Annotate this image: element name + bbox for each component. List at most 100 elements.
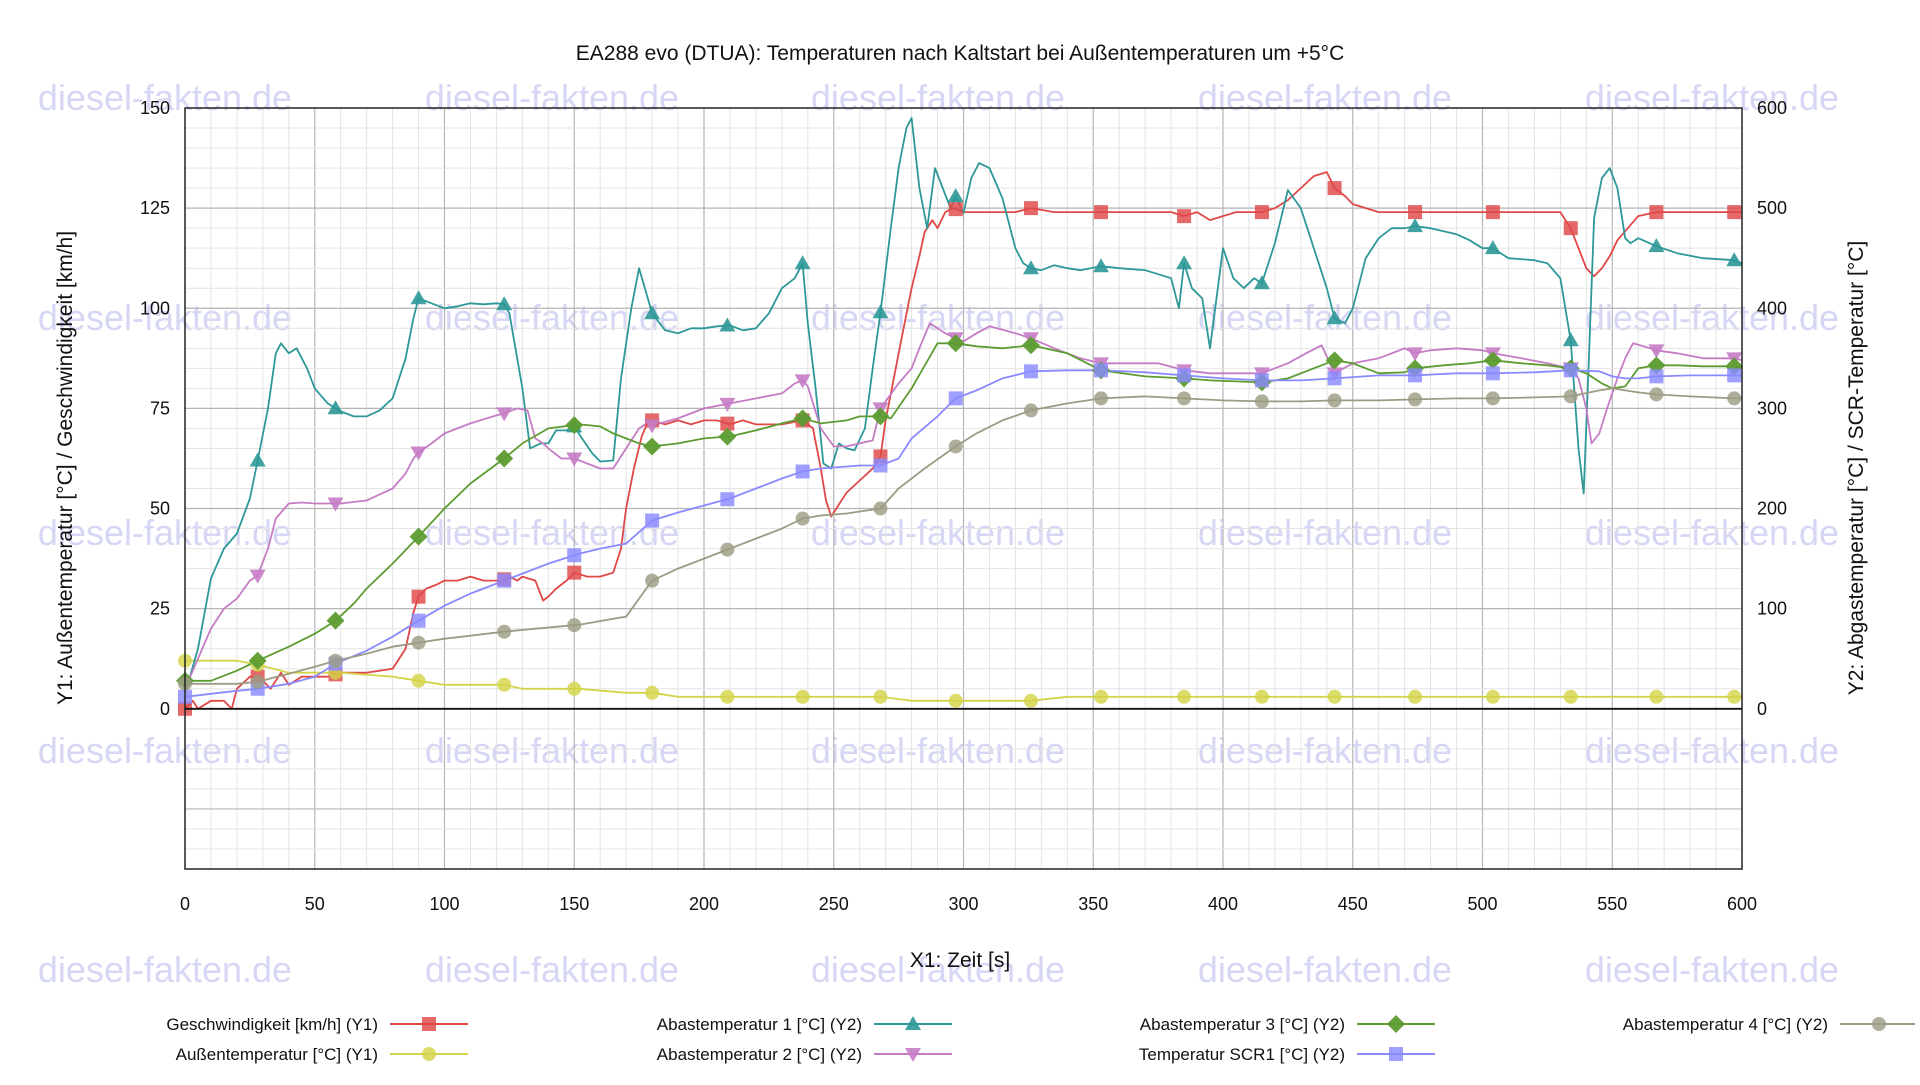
- data-point-marker: [1327, 181, 1342, 196]
- data-point-marker: [326, 611, 345, 630]
- data-point-marker: [1563, 363, 1578, 378]
- data-point-marker: [1177, 209, 1192, 224]
- data-point-marker: [1093, 258, 1110, 273]
- data-point-marker: [948, 693, 963, 708]
- data-point-marker: [1649, 689, 1664, 704]
- x-tick-label: 600: [1727, 894, 1757, 914]
- data-point-marker: [947, 188, 964, 203]
- data-point-marker: [410, 290, 427, 305]
- watermark-text: diesel-fakten.de: [425, 949, 679, 990]
- data-point-marker: [1254, 394, 1269, 409]
- series-line: [184, 369, 1742, 698]
- data-point-marker: [720, 689, 735, 704]
- data-point-marker: [565, 416, 584, 435]
- legend-marker: [905, 1016, 921, 1030]
- data-point-marker: [1727, 205, 1742, 220]
- data-point-marker: [567, 618, 582, 633]
- data-point-marker: [795, 464, 810, 479]
- data-point-marker: [795, 689, 810, 704]
- x-tick-label: 450: [1338, 894, 1368, 914]
- data-point-marker: [1727, 368, 1742, 383]
- watermark-text: diesel-fakten.de: [1198, 949, 1452, 990]
- y1-tick-label: 125: [140, 198, 170, 218]
- data-point-marker: [1727, 689, 1742, 704]
- watermark-text: diesel-fakten.de: [425, 512, 679, 553]
- data-point-marker: [948, 391, 963, 406]
- data-point-marker: [328, 653, 343, 668]
- data-point-marker: [1408, 392, 1423, 407]
- x-tick-label: 300: [948, 894, 978, 914]
- data-point-marker: [645, 573, 660, 588]
- data-point-marker: [1254, 689, 1269, 704]
- y2-tick-label: 100: [1757, 599, 1787, 619]
- data-point-marker: [1563, 221, 1578, 236]
- y1-tick-label: 25: [150, 599, 170, 619]
- data-point-marker: [248, 651, 267, 670]
- data-point-marker: [1327, 371, 1342, 386]
- legend-label: Abastemperatur 3 [°C] (Y2): [1140, 1015, 1345, 1034]
- data-point-marker: [1094, 391, 1109, 406]
- data-point-marker: [1254, 373, 1269, 388]
- data-point-marker: [1254, 205, 1269, 220]
- x-axis-label: X1: Zeit [s]: [910, 949, 1010, 972]
- data-point-marker: [794, 374, 811, 389]
- data-point-marker: [645, 513, 660, 528]
- legend-entry: Abastemperatur 1 [°C] (Y2): [657, 1015, 952, 1034]
- data-point-marker: [720, 492, 735, 507]
- data-point-marker: [1726, 252, 1743, 267]
- data-point-marker: [720, 416, 735, 431]
- data-point-marker: [794, 255, 811, 270]
- data-point-marker: [644, 305, 661, 320]
- data-point-marker: [1325, 351, 1344, 370]
- data-point-marker: [1563, 689, 1578, 704]
- data-point-marker: [411, 673, 426, 688]
- data-point-marker: [1485, 366, 1500, 381]
- y1-tick-label: 75: [150, 398, 170, 418]
- legend-marker: [1872, 1017, 1886, 1031]
- x-tick-label: 400: [1208, 894, 1238, 914]
- watermark-text: diesel-fakten.de: [1585, 730, 1839, 771]
- data-point-marker: [1485, 391, 1500, 406]
- data-point-marker: [1177, 391, 1192, 406]
- data-point-marker: [720, 542, 735, 557]
- data-point-marker: [497, 573, 512, 588]
- legend: Geschwindigkeit [km/h] (Y1) Abastemperatu…: [166, 1015, 1915, 1064]
- data-point-marker: [719, 317, 736, 332]
- x-tick-label: 100: [429, 894, 459, 914]
- data-point-marker: [1023, 364, 1038, 379]
- data-point-marker: [411, 589, 426, 604]
- data-point-marker: [1648, 344, 1665, 359]
- data-point-marker: [1483, 351, 1502, 370]
- data-point-marker: [495, 449, 514, 468]
- plot-frame: [184, 107, 1743, 870]
- data-point-marker: [496, 407, 513, 422]
- data-point-marker: [1021, 336, 1040, 355]
- axes-layer: 0 50 100 150 200 250 300 350 400 450 500 550 6000255…: [140, 98, 1787, 914]
- data-point-marker: [497, 624, 512, 639]
- data-point-marker: [872, 304, 889, 319]
- data-point-marker: [644, 419, 661, 434]
- chart-title: EA288 evo (DTUA): Temperaturen nach Kalt…: [576, 42, 1344, 65]
- legend-marker: [905, 1048, 921, 1062]
- data-point-marker: [643, 437, 662, 456]
- data-point-marker: [793, 409, 812, 428]
- watermark-text: diesel-fakten.de: [1585, 512, 1839, 553]
- data-point-marker: [1327, 393, 1342, 408]
- x-tick-label: 250: [819, 894, 849, 914]
- watermark-text: diesel-fakten.de: [1198, 730, 1452, 771]
- data-point-marker: [1648, 238, 1665, 253]
- series-layer: [176, 117, 1744, 716]
- legend-label: Abastemperatur 1 [°C] (Y2): [657, 1015, 862, 1034]
- data-point-marker: [409, 527, 428, 546]
- series-line: [185, 342, 1743, 682]
- data-point-marker: [1485, 205, 1500, 220]
- data-point-marker: [1485, 689, 1500, 704]
- data-point-marker: [1177, 368, 1192, 383]
- y1-tick-label: 150: [140, 98, 170, 118]
- legend-marker: [422, 1047, 436, 1061]
- legend-label: Abastemperatur 2 [°C] (Y2): [657, 1045, 862, 1064]
- data-point-marker: [327, 497, 344, 512]
- watermark-text: diesel-fakten.de: [425, 730, 679, 771]
- legend-marker: [422, 1017, 436, 1031]
- data-point-marker: [1022, 260, 1039, 275]
